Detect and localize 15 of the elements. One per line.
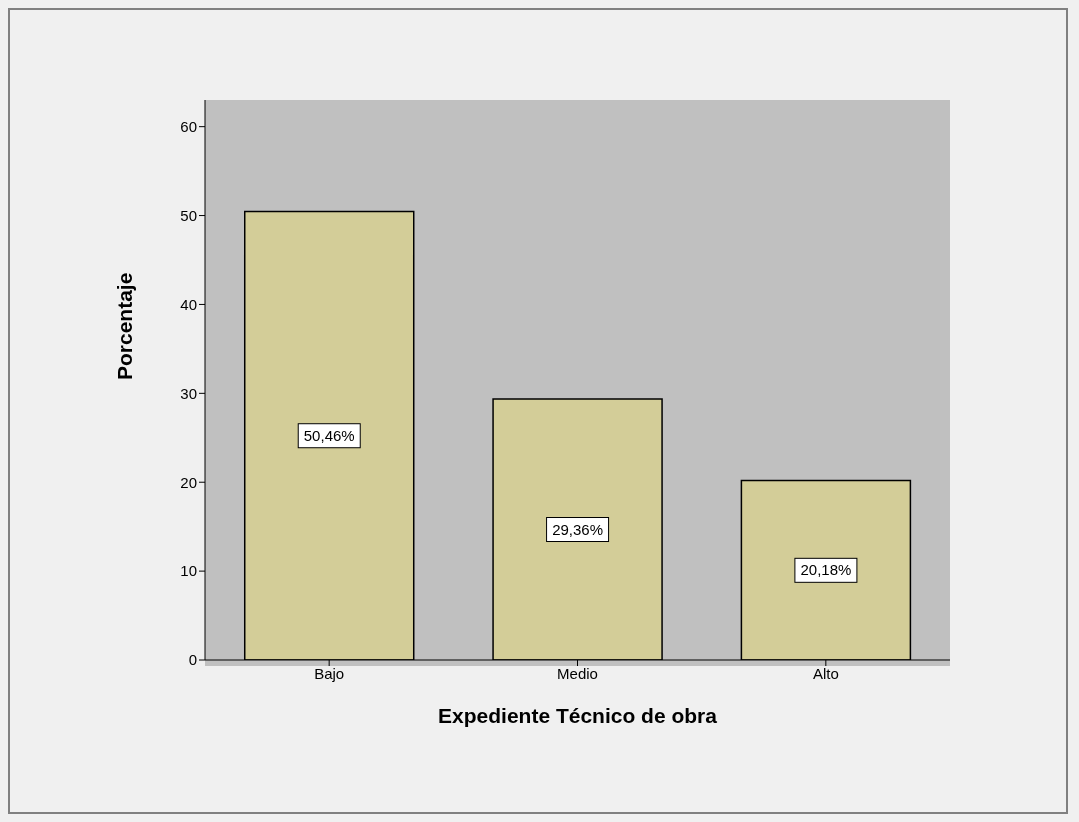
y-tick-label: 40 [180, 295, 197, 313]
y-tick-label: 60 [180, 117, 197, 135]
y-tick-label: 0 [188, 651, 197, 669]
x-tick-label: Medio [557, 664, 598, 682]
y-tick-label: 50 [180, 206, 197, 224]
y-tick-label: 20 [180, 473, 197, 491]
x-tick-label: Bajo [314, 664, 345, 682]
x-tick-label: Alto [812, 664, 839, 682]
data-label: 50,46% [303, 426, 355, 444]
data-label: 29,36% [552, 520, 603, 538]
y-axis-title: Porcentaje [113, 272, 137, 380]
y-tick-label: 30 [180, 384, 197, 402]
x-axis-title: Expediente Técnico de obra [438, 703, 718, 727]
y-tick-label: 10 [180, 562, 197, 580]
data-label: 20,18% [800, 561, 852, 579]
